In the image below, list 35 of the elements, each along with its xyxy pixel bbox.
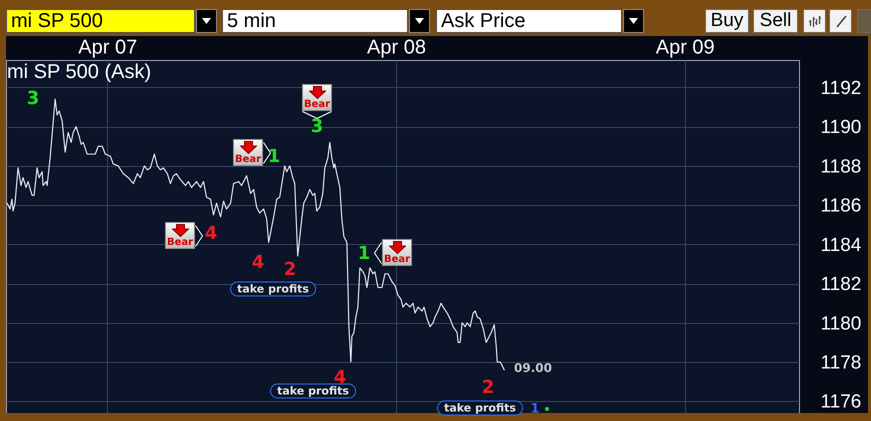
annotation: 3 — [310, 116, 324, 137]
annotation: 09.00 — [514, 361, 552, 375]
y-tick-label: 1182 — [820, 274, 862, 296]
chart-title: mi SP 500 (Ask) — [7, 61, 152, 83]
x-tick-label: Apr 09 — [656, 36, 715, 58]
button: Sell — [753, 9, 798, 33]
y-tick-label: 1192 — [820, 78, 862, 99]
y-tick-label: 1178 — [820, 352, 862, 374]
annotation: 1 — [268, 146, 280, 167]
annotation: 2 — [284, 259, 296, 280]
annotation: Bear — [234, 154, 262, 165]
y-tick-label: 1190 — [820, 117, 862, 138]
y-tick-label: 1176 — [820, 392, 862, 413]
dropdown-field: mi SP 500 — [6, 9, 195, 33]
y-tick-label: 1188 — [820, 156, 862, 178]
y-tick-label: 1180 — [820, 313, 862, 334]
dropdown-field: 5 min — [222, 9, 408, 33]
dropdown-field: Ask Price — [436, 9, 622, 33]
annotation: 2 — [482, 377, 494, 398]
annotation: 3 — [26, 88, 40, 109]
y-tick-label: 1186 — [820, 196, 862, 217]
annotation: 4 — [204, 223, 218, 244]
y-tick-label: 1184 — [820, 234, 862, 256]
annotation: 1 — [530, 402, 540, 416]
annotation: Bear — [384, 254, 410, 265]
annotation: 1 — [358, 243, 370, 264]
x-tick-label: Apr 08 — [367, 36, 426, 58]
annotation: take profits — [230, 282, 316, 296]
annotation: 4 — [252, 252, 264, 273]
x-tick-label: Apr 07 — [78, 36, 138, 58]
annotation: Bear — [166, 237, 194, 248]
button: Buy — [705, 9, 749, 33]
annotation: Bear — [304, 99, 330, 110]
annotation: take profits — [437, 400, 523, 416]
annotation: take profits — [270, 384, 356, 398]
